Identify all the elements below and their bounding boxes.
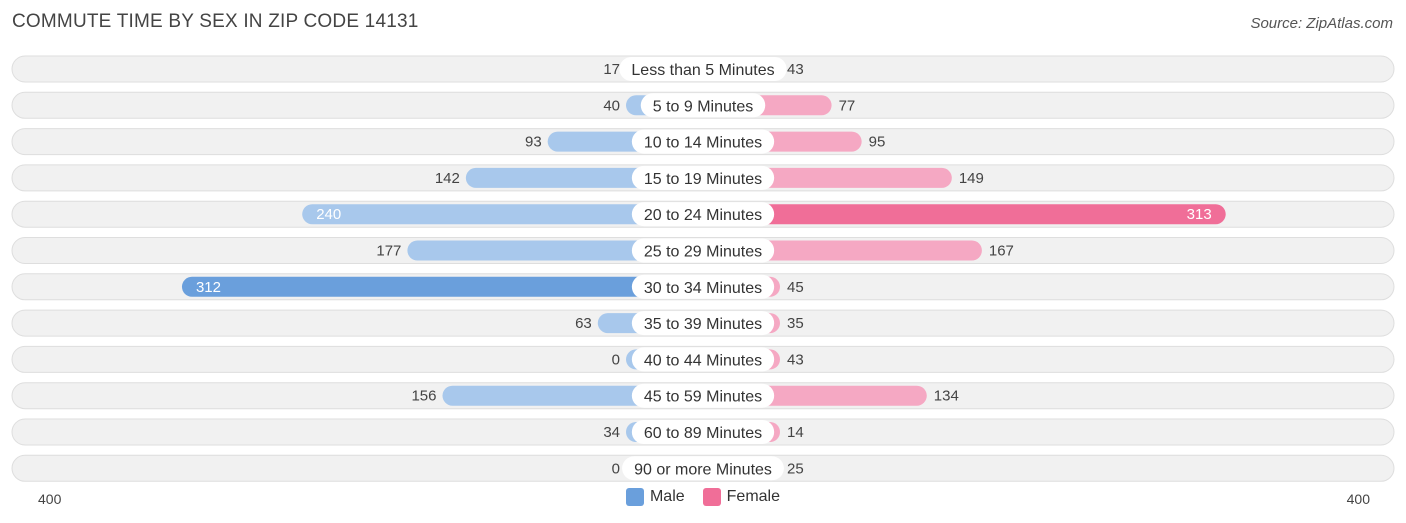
category-label: 30 to 34 Minutes	[644, 280, 762, 297]
legend-label-male: Male	[649, 488, 685, 505]
male-value-label: 63	[575, 315, 592, 332]
category-label-pill	[619, 57, 787, 81]
female-value-label: 14	[787, 424, 804, 441]
male-value-label: 17	[603, 61, 620, 78]
category-label: 40 to 44 Minutes	[644, 352, 762, 369]
female-value-label: 43	[787, 351, 804, 368]
female-value-label: 167	[989, 243, 1014, 260]
male-value-label: 177	[376, 243, 401, 260]
category-label: Less than 5 Minutes	[631, 62, 774, 79]
category-label-pill	[631, 202, 775, 227]
category-label: 25 to 29 Minutes	[644, 244, 762, 261]
category-label-pill	[631, 129, 775, 154]
female-value-label: 313	[1187, 206, 1212, 223]
female-value-label: 77	[839, 97, 856, 114]
female-value-label: 35	[787, 315, 804, 332]
female-value-label: 45	[787, 279, 804, 296]
male-bar	[302, 204, 703, 225]
legend: Male Female	[0, 488, 1406, 506]
category-label: 45 to 59 Minutes	[644, 389, 762, 406]
male-value-label: 0	[612, 351, 620, 368]
female-value-label: 134	[934, 388, 959, 405]
category-label-pill	[631, 347, 775, 372]
male-value-label: 0	[612, 460, 620, 477]
category-label: 60 to 89 Minutes	[644, 425, 762, 442]
category-label: 5 to 9 Minutes	[653, 98, 754, 115]
category-label-pill	[631, 311, 775, 336]
male-value-label: 93	[525, 134, 542, 151]
female-value-label: 149	[959, 170, 984, 187]
source-credit: Source: ZipAtlas.com	[1250, 15, 1393, 32]
female-value-label: 25	[787, 460, 804, 477]
category-label-pill	[631, 383, 775, 408]
legend-label-female: Female	[726, 488, 781, 505]
male-value-label: 142	[435, 170, 460, 187]
male-bar	[181, 276, 703, 297]
legend-swatch-female	[702, 488, 721, 506]
male-bar	[407, 240, 703, 261]
category-label: 90 or more Minutes	[634, 461, 772, 478]
legend-swatch-male	[625, 488, 644, 506]
axis-label-left: 400	[38, 491, 62, 507]
female-bar	[703, 204, 1226, 225]
male-value-label: 156	[411, 388, 436, 405]
category-label-pill	[622, 456, 784, 481]
category-label-pill	[631, 165, 775, 190]
male-value-label: 40	[603, 97, 620, 114]
category-label-pill	[631, 238, 775, 263]
category-label-pill	[631, 420, 775, 444]
category-label: 20 to 24 Minutes	[644, 207, 762, 224]
category-label-pill	[640, 93, 766, 118]
category-label: 35 to 39 Minutes	[644, 316, 762, 333]
chart-title: COMMUTE TIME BY SEX IN ZIP CODE 14131	[12, 11, 419, 32]
male-value-label: 240	[316, 206, 341, 223]
legend-item-female[interactable]: Female	[702, 488, 781, 506]
axis-label-right: 400	[1347, 491, 1371, 507]
male-value-label: 312	[196, 279, 221, 296]
female-value-label: 95	[869, 134, 886, 151]
category-label: 10 to 14 Minutes	[644, 135, 762, 152]
male-value-label: 34	[603, 424, 620, 441]
female-value-label: 43	[787, 61, 804, 78]
category-label-pill	[631, 274, 775, 299]
category-label: 15 to 19 Minutes	[644, 171, 762, 188]
legend-item-male[interactable]: Male	[625, 488, 685, 506]
